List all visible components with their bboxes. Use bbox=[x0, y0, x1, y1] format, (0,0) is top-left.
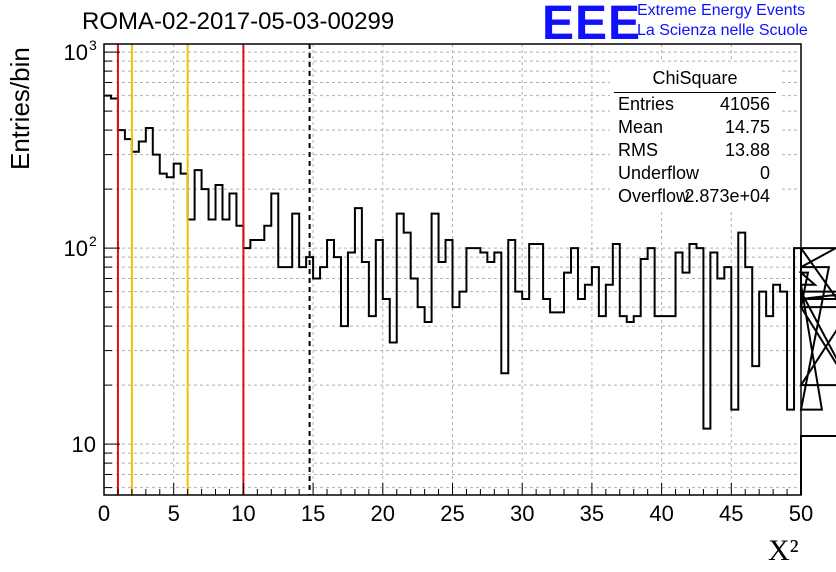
stats-row: Mean 14.75 bbox=[610, 116, 780, 139]
x-tick-label: 0 bbox=[98, 501, 110, 526]
marker-lines bbox=[116, 44, 311, 495]
stat-key: Mean bbox=[618, 117, 664, 137]
y-tick-label: 10 bbox=[64, 40, 88, 65]
x-tick-label: 45 bbox=[719, 501, 743, 526]
stats-row: Entries 41056 bbox=[610, 93, 780, 116]
histogram bbox=[104, 94, 836, 495]
x-tick-label: 35 bbox=[580, 501, 604, 526]
x-tick-label: 30 bbox=[510, 501, 534, 526]
x-tick-label: 10 bbox=[231, 501, 255, 526]
stat-key: Underflow bbox=[618, 163, 700, 183]
eee-logo: EEE bbox=[542, 0, 642, 50]
stats-box: ChiSquare Entries 41056 Mean 14.75 RMS 13.8… bbox=[610, 62, 780, 210]
y-axis-label: Entries/bin bbox=[5, 47, 35, 170]
x-axis-label: X² bbox=[768, 534, 799, 567]
stat-value: 2.873e+04 bbox=[684, 186, 770, 206]
stat-value: 14.75 bbox=[724, 117, 770, 137]
logo-line-2: La Scienza nelle Scuole bbox=[637, 22, 808, 39]
x-tick-label: 5 bbox=[168, 501, 180, 526]
stats-row: Underflow 0 bbox=[610, 162, 780, 185]
x-tick-label: 50 bbox=[789, 501, 813, 526]
x-tick-label: 25 bbox=[440, 501, 464, 526]
x-tick-label: 20 bbox=[371, 501, 395, 526]
chart-title: ROMA-02-2017-05-03-00299 bbox=[82, 8, 395, 35]
stat-key: Overflow bbox=[618, 186, 690, 206]
grid-lines bbox=[104, 44, 801, 495]
y-tick-exponent: 3 bbox=[89, 37, 97, 53]
y-tick-exponent: 2 bbox=[89, 233, 97, 249]
y-tick-label: 10 bbox=[72, 432, 96, 457]
stats-row: RMS 13.88 bbox=[610, 139, 780, 162]
y-tick-label: 10 bbox=[64, 236, 88, 261]
stat-key: RMS bbox=[618, 140, 658, 160]
x-axis: 0 5 10 15 20 25 30 35 40 45 50 bbox=[98, 483, 813, 526]
x-tick-label: 15 bbox=[301, 501, 325, 526]
stat-key: Entries bbox=[618, 94, 675, 114]
stat-value: 13.88 bbox=[724, 140, 770, 160]
stats-title: ChiSquare bbox=[614, 62, 776, 93]
histogram-line bbox=[104, 94, 836, 495]
x-tick-label: 40 bbox=[649, 501, 673, 526]
logo-line-1: Extreme Energy Events bbox=[637, 2, 806, 19]
stat-value: 0 bbox=[759, 163, 770, 183]
stats-row: Overflow 2.873e+04 bbox=[610, 185, 780, 208]
stat-value: 41056 bbox=[719, 94, 770, 114]
